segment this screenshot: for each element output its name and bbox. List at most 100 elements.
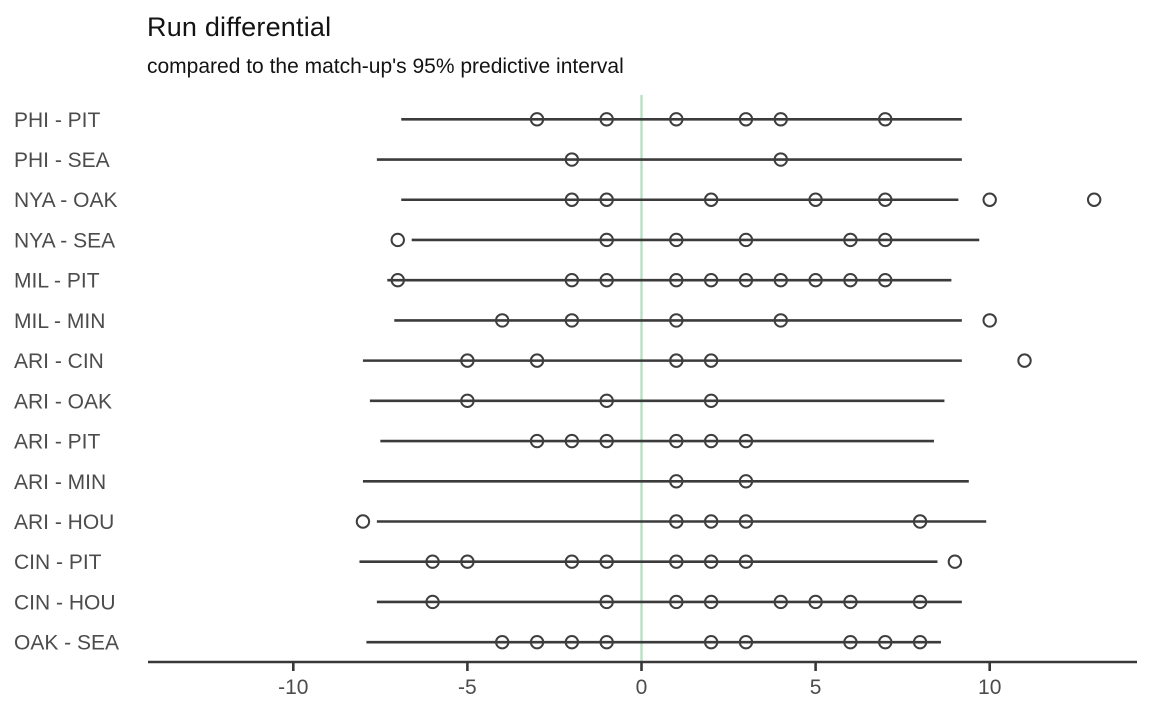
- run-differential-point: [843, 232, 858, 248]
- run-differential-point: [982, 192, 997, 207]
- run-differential-point: [773, 152, 788, 167]
- run-differential-point: [669, 232, 684, 248]
- run-differential-point: [703, 634, 719, 650]
- run-differential-point: [529, 353, 545, 368]
- row-label: ARI - CIN: [14, 350, 104, 373]
- run-differential-point: [564, 554, 580, 569]
- run-differential-point: [878, 112, 893, 127]
- run-differential-point: [599, 272, 614, 288]
- run-differential-point: [390, 232, 405, 248]
- run-differential-point: [1086, 192, 1102, 207]
- run-differential-point: [878, 232, 893, 248]
- row-label: CIN - PIT: [14, 551, 102, 574]
- run-differential-point: [495, 634, 510, 650]
- run-differential-point: [669, 554, 684, 569]
- run-differential-point: [599, 594, 614, 610]
- run-differential-point: [738, 232, 754, 248]
- run-differential-point: [878, 272, 893, 288]
- run-differential-point: [703, 353, 719, 368]
- run-differential-point: [460, 353, 475, 368]
- run-differential-point: [738, 272, 754, 288]
- run-differential-point: [564, 192, 580, 207]
- run-differential-point: [773, 594, 788, 610]
- x-axis-tick-label: 5: [810, 676, 822, 699]
- row-label: NYA - OAK: [14, 189, 117, 212]
- run-differential-point: [495, 313, 510, 328]
- run-differential-point: [425, 554, 440, 569]
- run-differential-point: [773, 272, 788, 288]
- run-differential-point: [738, 514, 754, 529]
- run-differential-point: [425, 594, 440, 610]
- run-differential-point: [669, 353, 684, 368]
- run-differential-point: [947, 554, 963, 569]
- run-differential-point: [390, 272, 405, 288]
- run-differential-point: [564, 313, 580, 328]
- run-differential-point: [703, 272, 719, 288]
- run-differential-point: [599, 554, 614, 569]
- run-differential-point: [1017, 353, 1032, 368]
- run-differential-point: [878, 192, 893, 207]
- run-differential-point: [564, 272, 580, 288]
- x-axis-tick-label: -5: [458, 676, 477, 699]
- run-differential-point: [599, 112, 614, 127]
- run-differential-point: [843, 272, 858, 288]
- run-differential-point: [460, 393, 475, 409]
- run-differential-point: [669, 313, 684, 328]
- run-differential-point: [808, 594, 823, 610]
- run-differential-point: [703, 554, 719, 569]
- row-label: ARI - OAK: [14, 390, 112, 413]
- run-differential-point: [912, 594, 928, 610]
- run-differential-point: [355, 514, 371, 529]
- run-differential-point: [703, 594, 719, 610]
- x-axis-tick-label: 10: [978, 676, 1001, 699]
- row-label: MIL - MIN: [14, 310, 105, 333]
- run-differential-point: [599, 232, 614, 248]
- run-differential-point: [669, 514, 684, 529]
- run-differential-point: [703, 433, 719, 449]
- run-differential-point: [669, 594, 684, 610]
- run-differential-point: [843, 634, 858, 650]
- run-differential-point: [669, 272, 684, 288]
- row-label: PHI - SEA: [14, 149, 110, 172]
- run-differential-point: [738, 634, 754, 650]
- row-label: OAK - SEA: [14, 632, 119, 655]
- row-label: ARI - PIT: [14, 431, 101, 454]
- x-axis-tick-label: 0: [636, 676, 648, 699]
- run-differential-point: [529, 634, 545, 650]
- run-differential-point: [912, 634, 928, 650]
- run-differential-point: [738, 433, 754, 449]
- run-differential-point: [564, 634, 580, 650]
- run-differential-point: [738, 112, 754, 127]
- run-differential-point: [703, 192, 719, 207]
- row-label: MIL - PIT: [14, 270, 100, 293]
- run-differential-point: [599, 192, 614, 207]
- run-differential-point: [460, 554, 475, 569]
- row-label: ARI - HOU: [14, 511, 114, 534]
- run-differential-point: [878, 634, 893, 650]
- chart-subtitle: compared to the match-up's 95% predictiv…: [147, 55, 624, 78]
- run-differential-point: [773, 112, 788, 127]
- row-label: ARI - MIN: [14, 471, 106, 494]
- run-differential-point: [982, 313, 997, 328]
- run-differential-point: [599, 393, 614, 409]
- run-differential-point: [669, 112, 684, 127]
- run-differential-point: [599, 433, 614, 449]
- run-differential-point: [808, 272, 823, 288]
- run-differential-point: [669, 474, 684, 489]
- run-differential-point: [529, 112, 545, 127]
- row-label: NYA - SEA: [14, 229, 115, 252]
- run-differential-point: [564, 152, 580, 167]
- row-label: PHI - PIT: [14, 109, 101, 132]
- run-differential-point: [808, 192, 823, 207]
- run-differential-point: [599, 634, 614, 650]
- row-label: CIN - HOU: [14, 591, 116, 614]
- run-differential-point: [703, 514, 719, 529]
- run-differential-point: [564, 433, 580, 449]
- run-differential-point: [843, 594, 858, 610]
- run-differential-point: [738, 554, 754, 569]
- x-axis-tick-label: -10: [278, 676, 308, 699]
- run-differential-point: [703, 393, 719, 409]
- run-differential-point: [773, 313, 788, 328]
